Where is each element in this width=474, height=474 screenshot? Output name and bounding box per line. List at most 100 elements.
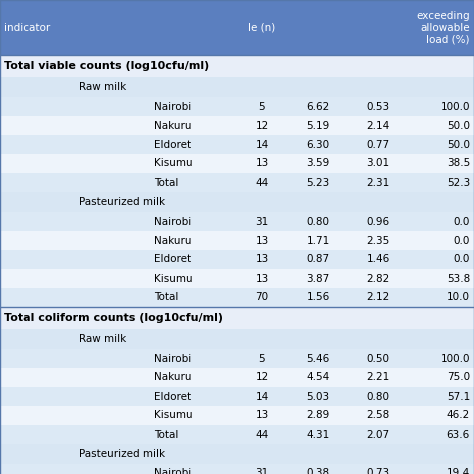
Text: 100.0: 100.0 <box>440 354 470 364</box>
Text: 5.19: 5.19 <box>306 120 329 130</box>
Bar <box>0 288 474 307</box>
Text: 0.53: 0.53 <box>366 101 390 111</box>
Text: 2.21: 2.21 <box>366 373 390 383</box>
Text: 1.46: 1.46 <box>366 255 390 264</box>
Bar <box>0 464 474 474</box>
Text: 3.01: 3.01 <box>366 158 390 168</box>
Text: Nairobi: Nairobi <box>154 354 191 364</box>
Text: 13: 13 <box>255 410 269 420</box>
Text: 63.6: 63.6 <box>447 429 470 439</box>
Text: 38.5: 38.5 <box>447 158 470 168</box>
Text: 14: 14 <box>255 392 269 401</box>
Text: 46.2: 46.2 <box>447 410 470 420</box>
Text: 13: 13 <box>255 273 269 283</box>
Text: 44: 44 <box>255 429 269 439</box>
Text: 53.8: 53.8 <box>447 273 470 283</box>
Text: Pasteurized milk: Pasteurized milk <box>79 197 165 207</box>
Text: 2.58: 2.58 <box>366 410 390 420</box>
Text: 12: 12 <box>255 120 269 130</box>
Text: 50.0: 50.0 <box>447 120 470 130</box>
Text: exceeding
allowable
load (%): exceeding allowable load (%) <box>416 11 470 44</box>
Text: 12: 12 <box>255 373 269 383</box>
Text: Pasteurized milk: Pasteurized milk <box>79 449 165 459</box>
Text: 0.80: 0.80 <box>366 392 390 401</box>
Text: Raw milk: Raw milk <box>79 334 126 344</box>
Text: 4.31: 4.31 <box>306 429 329 439</box>
Text: 31: 31 <box>255 468 269 474</box>
Bar <box>0 444 474 464</box>
Text: Nakuru: Nakuru <box>154 373 191 383</box>
Bar <box>0 425 474 444</box>
Text: 2.31: 2.31 <box>366 177 390 188</box>
Text: 5.03: 5.03 <box>306 392 329 401</box>
Bar <box>0 116 474 135</box>
Text: 0.50: 0.50 <box>366 354 390 364</box>
Text: le (n): le (n) <box>248 22 275 33</box>
Text: Total: Total <box>154 429 178 439</box>
Text: Total: Total <box>154 177 178 188</box>
Bar <box>0 55 474 77</box>
Bar <box>0 231 474 250</box>
Text: 14: 14 <box>255 139 269 149</box>
Bar <box>0 307 474 329</box>
Text: 52.3: 52.3 <box>447 177 470 188</box>
Text: Eldoret: Eldoret <box>154 139 191 149</box>
Text: 19.4: 19.4 <box>447 468 470 474</box>
Text: 5.23: 5.23 <box>306 177 329 188</box>
Text: Nairobi: Nairobi <box>154 217 191 227</box>
Text: 0.80: 0.80 <box>307 217 329 227</box>
Bar <box>0 192 474 212</box>
Bar <box>0 406 474 425</box>
Text: 13: 13 <box>255 255 269 264</box>
Text: Nakuru: Nakuru <box>154 120 191 130</box>
Bar <box>0 250 474 269</box>
Text: Eldoret: Eldoret <box>154 255 191 264</box>
Text: 2.89: 2.89 <box>306 410 329 420</box>
Text: 5.46: 5.46 <box>306 354 329 364</box>
Text: 2.07: 2.07 <box>366 429 390 439</box>
Text: 0.87: 0.87 <box>306 255 329 264</box>
Text: 100.0: 100.0 <box>440 101 470 111</box>
Text: 3.87: 3.87 <box>306 273 329 283</box>
Text: 6.30: 6.30 <box>306 139 329 149</box>
Text: Kisumu: Kisumu <box>154 273 192 283</box>
Bar <box>0 212 474 231</box>
Text: Eldoret: Eldoret <box>154 392 191 401</box>
Text: 13: 13 <box>255 158 269 168</box>
Text: 2.35: 2.35 <box>366 236 390 246</box>
Text: 2.82: 2.82 <box>366 273 390 283</box>
Text: 2.14: 2.14 <box>366 120 390 130</box>
Text: 31: 31 <box>255 217 269 227</box>
Text: Nakuru: Nakuru <box>154 236 191 246</box>
Bar <box>0 269 474 288</box>
Text: Total viable counts (log10cfu/ml): Total viable counts (log10cfu/ml) <box>4 61 209 71</box>
Bar <box>0 368 474 387</box>
Text: 0.0: 0.0 <box>454 255 470 264</box>
Text: 5: 5 <box>259 101 265 111</box>
Text: Kisumu: Kisumu <box>154 410 192 420</box>
Bar <box>0 349 474 368</box>
Text: 4.54: 4.54 <box>306 373 329 383</box>
Bar <box>0 135 474 154</box>
Text: 0.0: 0.0 <box>454 217 470 227</box>
Text: Kisumu: Kisumu <box>154 158 192 168</box>
Text: 44: 44 <box>255 177 269 188</box>
Text: Total: Total <box>154 292 178 302</box>
Bar <box>0 387 474 406</box>
Text: 1.56: 1.56 <box>306 292 329 302</box>
Bar <box>0 97 474 116</box>
Text: Nairobi: Nairobi <box>154 468 191 474</box>
Text: 50.0: 50.0 <box>447 139 470 149</box>
Text: 3.59: 3.59 <box>306 158 329 168</box>
Text: 0.77: 0.77 <box>366 139 390 149</box>
Text: 2.12: 2.12 <box>366 292 390 302</box>
Text: 6.62: 6.62 <box>306 101 329 111</box>
Bar <box>0 154 474 173</box>
Text: 75.0: 75.0 <box>447 373 470 383</box>
Text: indicator: indicator <box>4 22 50 33</box>
Bar <box>0 173 474 192</box>
Text: 10.0: 10.0 <box>447 292 470 302</box>
Text: 57.1: 57.1 <box>447 392 470 401</box>
Text: 70: 70 <box>255 292 269 302</box>
Text: 0.73: 0.73 <box>366 468 390 474</box>
